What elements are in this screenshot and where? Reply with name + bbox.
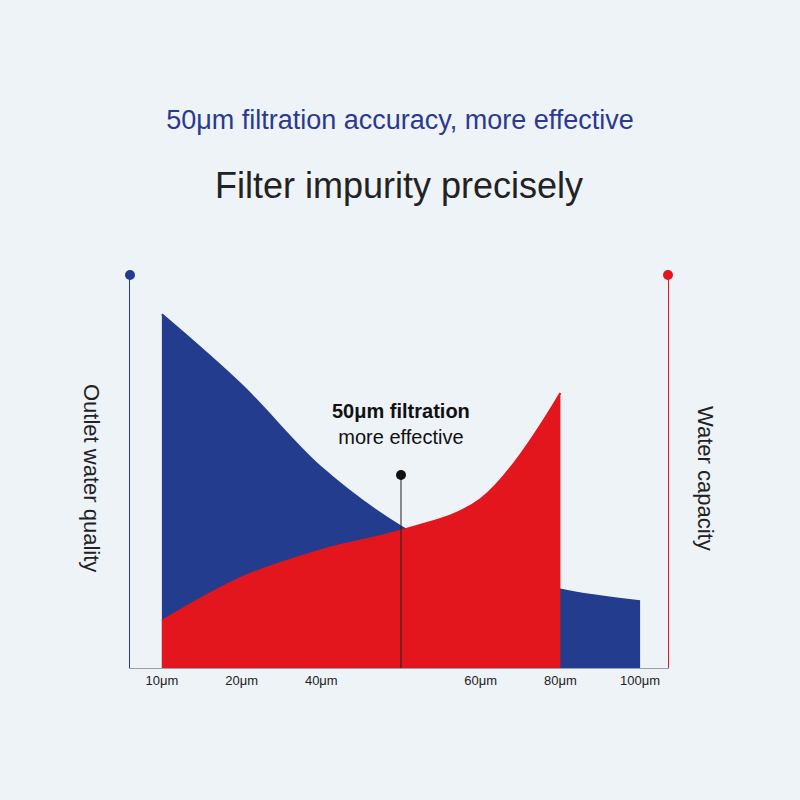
svg-text:80μm: 80μm	[544, 673, 577, 688]
svg-text:100μm: 100μm	[620, 673, 660, 688]
svg-text:50μm filtration accuracy, more: 50μm filtration accuracy, more effective	[166, 105, 634, 135]
svg-text:50μm filtrationmore effective: 50μm filtrationmore effective	[332, 400, 470, 448]
svg-text:Water capacity: Water capacity	[693, 406, 718, 551]
svg-text:40μm: 40μm	[305, 673, 338, 688]
svg-text:10μm: 10μm	[145, 673, 178, 688]
svg-text:20μm: 20μm	[225, 673, 258, 688]
svg-text:Filter impurity precisely: Filter impurity precisely	[215, 165, 583, 206]
svg-text:60μm: 60μm	[464, 673, 497, 688]
svg-text:Outlet water quality: Outlet water quality	[79, 384, 104, 572]
